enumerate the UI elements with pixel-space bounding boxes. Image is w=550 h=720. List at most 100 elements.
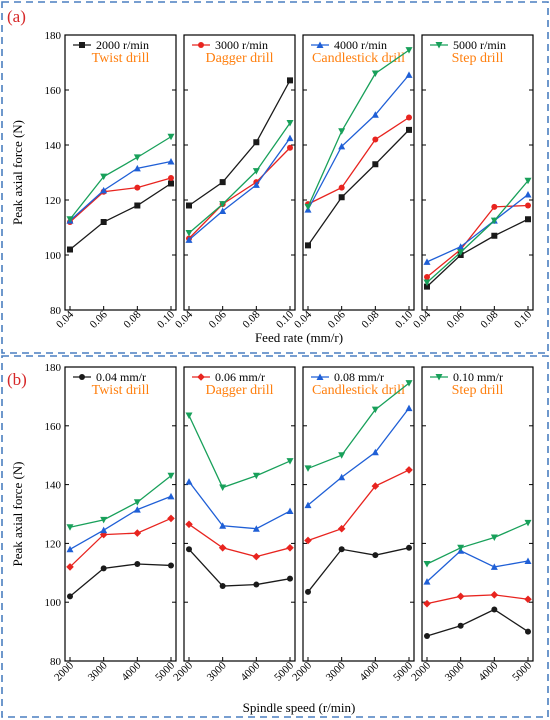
data-point	[186, 546, 192, 553]
y-tick-label: 80	[50, 656, 62, 668]
section-frame	[1, 355, 549, 718]
x-tick-label: 3000	[205, 659, 229, 683]
x-tick-label: 3000	[443, 659, 467, 683]
data-point	[167, 492, 175, 500]
data-point	[133, 529, 142, 537]
y-tick-label: 100	[45, 250, 62, 262]
data-point	[491, 606, 498, 613]
data-point	[456, 592, 465, 601]
series-line	[188, 122, 291, 234]
data-point	[524, 595, 532, 604]
data-point	[405, 404, 413, 412]
y-tick-label: 160	[45, 421, 62, 433]
data-point	[168, 175, 174, 181]
data-point	[371, 448, 379, 456]
y-tick-label: 180	[45, 362, 62, 374]
panel-title: Dagger drill	[205, 51, 273, 66]
legend-marker	[198, 42, 204, 48]
section-label: (a)	[7, 7, 26, 26]
x-tick-label: 3000	[324, 659, 348, 683]
data-point	[253, 581, 260, 588]
data-point	[287, 144, 293, 151]
x-tick-label: 0.08	[240, 308, 262, 330]
x-tick-label: 2000	[290, 659, 314, 683]
data-point	[338, 194, 345, 201]
chart-section-b: (b) 80 100 120 140 160 180 Peak axial force (N)…	[1, 355, 549, 718]
x-tick-label: 0.08	[478, 308, 500, 330]
series-line	[426, 549, 529, 583]
data-point	[133, 154, 141, 161]
y-tick-label: 80	[50, 305, 62, 317]
series-line	[69, 475, 172, 528]
series-line	[188, 481, 291, 530]
data-point	[66, 563, 74, 571]
legend-marker	[435, 42, 443, 49]
legend-entry: 0.10 mm/r	[430, 370, 503, 384]
x-axis-title: Feed rate (mm/r)	[255, 330, 343, 345]
data-point	[524, 519, 532, 527]
data-point	[372, 136, 379, 143]
legend-label: 0.06 mm/r	[215, 370, 265, 384]
data-point	[524, 177, 532, 185]
series-line	[307, 129, 410, 246]
data-point	[406, 114, 412, 121]
data-point	[185, 230, 193, 237]
data-point	[252, 181, 260, 188]
data-point	[167, 472, 175, 480]
x-tick-label: 0.06	[445, 308, 467, 330]
legend-marker	[435, 374, 443, 381]
data-point	[525, 216, 531, 223]
data-point	[372, 552, 379, 559]
data-point	[338, 546, 345, 553]
series-line	[426, 608, 529, 637]
data-point	[185, 520, 193, 529]
data-point	[218, 544, 227, 552]
data-point	[423, 258, 431, 265]
data-point	[338, 473, 346, 481]
data-point	[168, 562, 174, 569]
data-point	[133, 506, 141, 513]
data-point	[133, 164, 141, 172]
y-tick-label: 100	[45, 597, 62, 609]
data-point	[219, 522, 227, 529]
plot-frame	[183, 366, 296, 662]
series-line	[426, 204, 529, 278]
data-point	[167, 514, 175, 523]
data-point	[286, 134, 294, 142]
data-point	[371, 482, 380, 490]
section-frame	[1, 1, 549, 354]
series-line	[307, 49, 410, 208]
data-point	[405, 71, 413, 78]
data-point	[185, 236, 193, 243]
x-tick-label: 0.04	[292, 308, 314, 330]
data-point	[252, 552, 261, 561]
series-line	[188, 137, 291, 241]
data-point	[167, 158, 175, 165]
x-tick-label: 4000	[238, 659, 262, 683]
series-line	[69, 495, 172, 550]
x-tick-label: 0.06	[326, 308, 348, 330]
x-tick-label: 4000	[357, 659, 381, 683]
plot-frame	[302, 34, 415, 311]
x-tick-label: 0.10	[155, 308, 177, 330]
x-tick-label: 0.08	[121, 308, 143, 330]
legend-label: 0.04 mm/r	[96, 370, 146, 384]
data-point	[423, 560, 431, 568]
chart-section-a: (a) 80 100 120 140 160 180 Peak axial force (N)…	[1, 1, 549, 354]
data-point	[67, 593, 73, 600]
x-tick-label: 4000	[476, 659, 500, 683]
data-point	[491, 203, 498, 210]
legend-label: 0.08 mm/r	[334, 370, 384, 384]
data-point	[100, 173, 108, 181]
data-point	[405, 380, 413, 387]
legend-entry: 0.08 mm/r	[311, 370, 384, 384]
legend-entry: 4000 r/min	[311, 38, 387, 52]
legend-marker	[316, 373, 324, 380]
series-line	[426, 193, 529, 263]
data-point	[406, 126, 412, 133]
data-point	[457, 249, 465, 256]
data-point	[491, 232, 498, 239]
